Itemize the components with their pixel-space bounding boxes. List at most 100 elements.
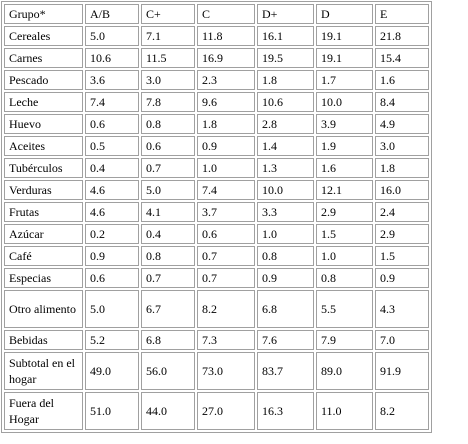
table-cell: 2.4 [375,202,429,222]
table-cell: 0.2 [85,224,139,244]
table-row: Cereales 5.0 7.1 11.8 16.1 19.1 21.8 [4,26,429,46]
header-cell-ab: A/B [85,4,139,24]
table-cell: 0.8 [141,246,195,266]
table-cell: 10.6 [85,48,139,68]
table-cell: 16.1 [257,26,314,46]
table-cell: 1.4 [257,136,314,156]
table-cell: 0.6 [85,114,139,134]
table-cell: 1.6 [375,70,429,90]
table-cell: 8.4 [375,92,429,112]
table-cell: 8.2 [375,392,429,430]
table-row: Café 0.9 0.8 0.7 0.8 1.0 1.5 [4,246,429,266]
table-row: Tubérculos 0.4 0.7 1.0 1.3 1.6 1.8 [4,158,429,178]
table-cell: 4.6 [85,180,139,200]
table-cell: 3.7 [197,202,255,222]
row-label: Tubérculos [4,158,83,178]
table-cell: 5.0 [85,290,139,328]
table-cell: 7.8 [141,92,195,112]
table-cell: 1.8 [197,114,255,134]
header-cell-d: D [316,4,373,24]
row-label: Frutas [4,202,83,222]
table-cell: 0.8 [257,246,314,266]
row-label: Cereales [4,26,83,46]
table-cell: 19.5 [257,48,314,68]
table-cell: 0.9 [85,246,139,266]
table-cell: 7.1 [141,26,195,46]
table-row: Carnes 10.6 11.5 16.9 19.5 19.1 15.4 [4,48,429,68]
table-cell: 0.8 [316,268,373,288]
table-cell: 16.3 [257,392,314,430]
table-cell: 0.7 [197,246,255,266]
table-cell: 11.0 [316,392,373,430]
row-label: Subtotal en el hogar [4,352,83,390]
table-row: Leche 7.4 7.8 9.6 10.6 10.0 8.4 [4,92,429,112]
table-cell: 15.4 [375,48,429,68]
table-cell: 1.5 [316,224,373,244]
table-cell: 19.1 [316,26,373,46]
table-cell: 9.6 [197,92,255,112]
header-cell-cplus: C+ [141,4,195,24]
table-cell: 0.7 [141,158,195,178]
table-cell: 1.6 [316,158,373,178]
table-cell: 3.6 [85,70,139,90]
table-cell: 89.0 [316,352,373,390]
row-label: Café [4,246,83,266]
table-cell: 6.8 [257,290,314,328]
table-cell: 16.9 [197,48,255,68]
table-cell: 7.4 [85,92,139,112]
table-cell: 51.0 [85,392,139,430]
header-cell-e: E [375,4,429,24]
table-cell: 3.3 [257,202,314,222]
table-cell: 1.0 [197,158,255,178]
table-cell: 3.0 [141,70,195,90]
table-cell: 27.0 [197,392,255,430]
table-cell: 56.0 [141,352,195,390]
table-row: Pescado 3.6 3.0 2.3 1.8 1.7 1.6 [4,70,429,90]
header-row: Grupo* A/B C+ C D+ D E [4,4,429,24]
food-expenditure-table: Grupo* A/B C+ C D+ D E Cereales 5.0 7.1 … [1,1,432,433]
table-cell: 0.6 [85,268,139,288]
table-cell: 2.8 [257,114,314,134]
table-cell: 2.9 [316,202,373,222]
table-cell: 19.1 [316,48,373,68]
table-cell: 7.3 [197,330,255,350]
table-cell: 1.8 [375,158,429,178]
table-cell: 6.8 [141,330,195,350]
table-cell: 0.9 [197,136,255,156]
row-label: Bebidas [4,330,83,350]
table-cell: 1.8 [257,70,314,90]
table-cell: 0.9 [375,268,429,288]
table-cell: 0.5 [85,136,139,156]
table-cell: 7.0 [375,330,429,350]
row-label: Verduras [4,180,83,200]
table-cell: 7.9 [316,330,373,350]
table-cell: 7.4 [197,180,255,200]
table-cell: 2.3 [197,70,255,90]
table-cell: 1.0 [257,224,314,244]
table-row: Aceites 0.5 0.6 0.9 1.4 1.9 3.0 [4,136,429,156]
row-label: Aceites [4,136,83,156]
table-body: Grupo* A/B C+ C D+ D E Cereales 5.0 7.1 … [4,4,429,430]
table-cell: 10.0 [316,92,373,112]
table-cell: 2.9 [375,224,429,244]
table-row: Especias 0.6 0.7 0.7 0.9 0.8 0.9 [4,268,429,288]
table-row: Azúcar 0.2 0.4 0.6 1.0 1.5 2.9 [4,224,429,244]
table-cell: 1.5 [375,246,429,266]
table-cell: 4.1 [141,202,195,222]
table-cell: 21.8 [375,26,429,46]
header-cell-c: C [197,4,255,24]
table-cell: 4.3 [375,290,429,328]
table-cell: 10.0 [257,180,314,200]
header-cell-dplus: D+ [257,4,314,24]
table-cell: 12.1 [316,180,373,200]
table-row: Fuera del Hogar 51.0 44.0 27.0 16.3 11.0… [4,392,429,430]
table-cell: 5.2 [85,330,139,350]
row-label: Leche [4,92,83,112]
row-label: Huevo [4,114,83,134]
table-cell: 0.7 [141,268,195,288]
table-cell: 1.9 [316,136,373,156]
table-row: Verduras 4.6 5.0 7.4 10.0 12.1 16.0 [4,180,429,200]
table-row: Otro alimento 5.0 6.7 8.2 6.8 5.5 4.3 [4,290,429,328]
row-label: Otro alimento [4,290,83,328]
table-row: Bebidas 5.2 6.8 7.3 7.6 7.9 7.0 [4,330,429,350]
